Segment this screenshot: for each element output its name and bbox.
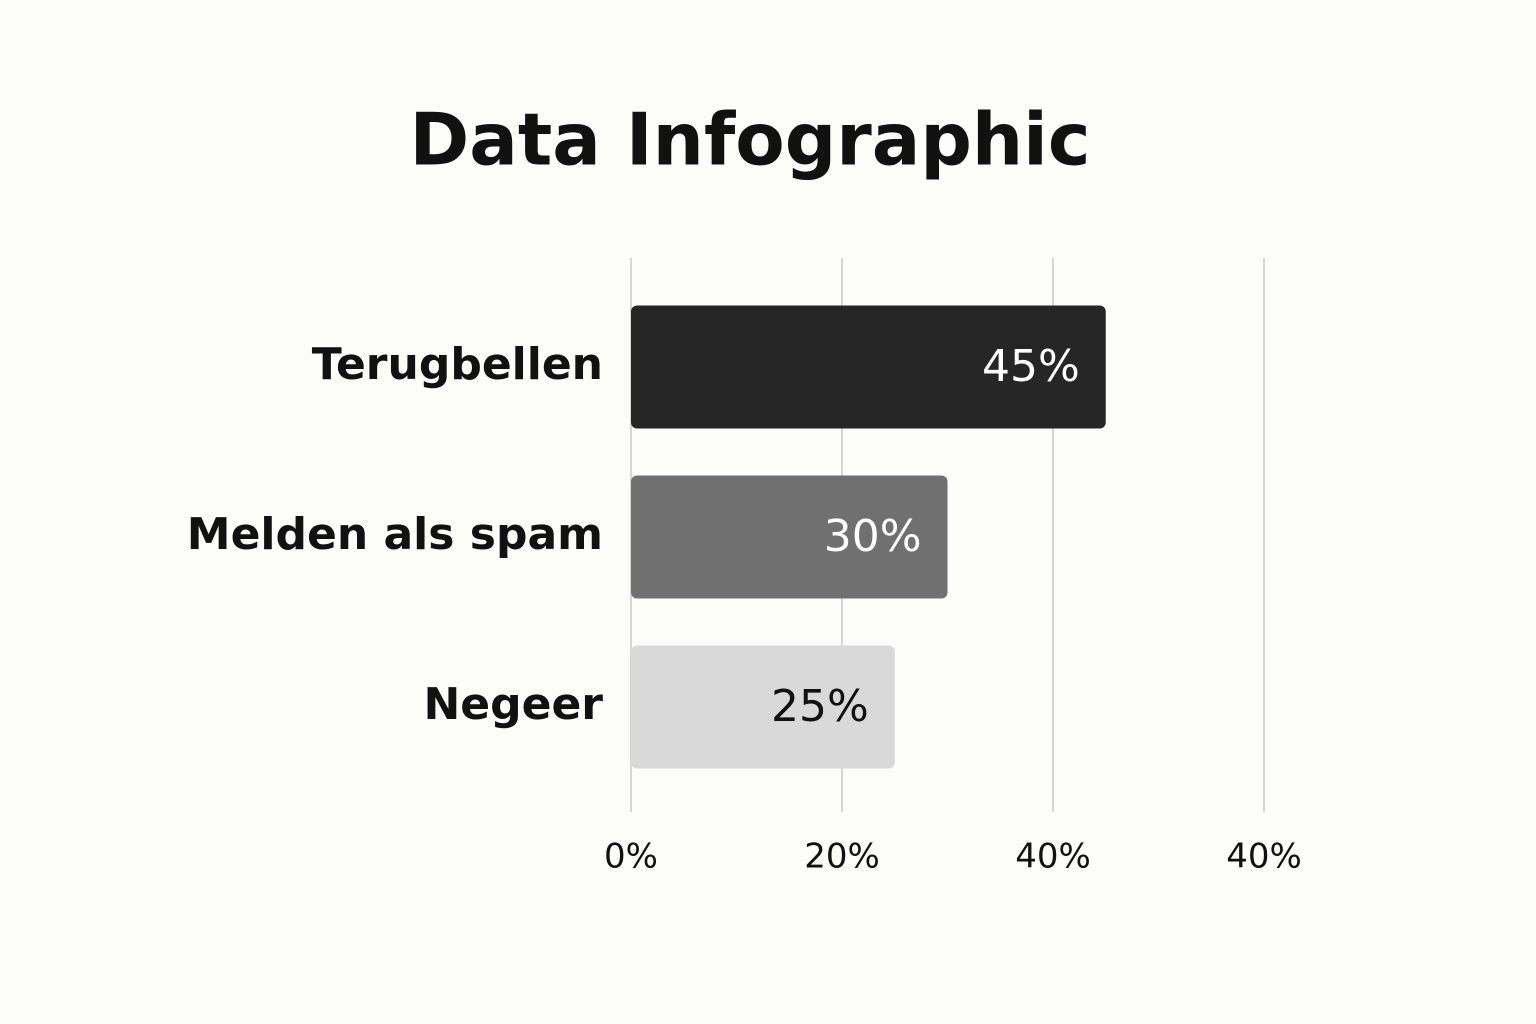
value-label: 45% <box>982 341 1080 392</box>
category-label: Negeer <box>423 679 603 730</box>
x-tick-label: 40% <box>1226 837 1302 877</box>
category-label: Melden als spam <box>187 509 603 560</box>
value-label: 25% <box>771 681 869 732</box>
x-tick-label: 40% <box>1015 837 1091 877</box>
chart-title: Data Infographic <box>409 98 1090 182</box>
bar <box>631 645 895 769</box>
x-tick-label: 20% <box>804 837 880 877</box>
bar <box>631 475 948 599</box>
bar <box>631 305 1106 429</box>
category-label: Terugbellen <box>312 339 603 390</box>
x-tick-label: 0% <box>604 837 658 877</box>
value-label: 30% <box>824 511 922 562</box>
